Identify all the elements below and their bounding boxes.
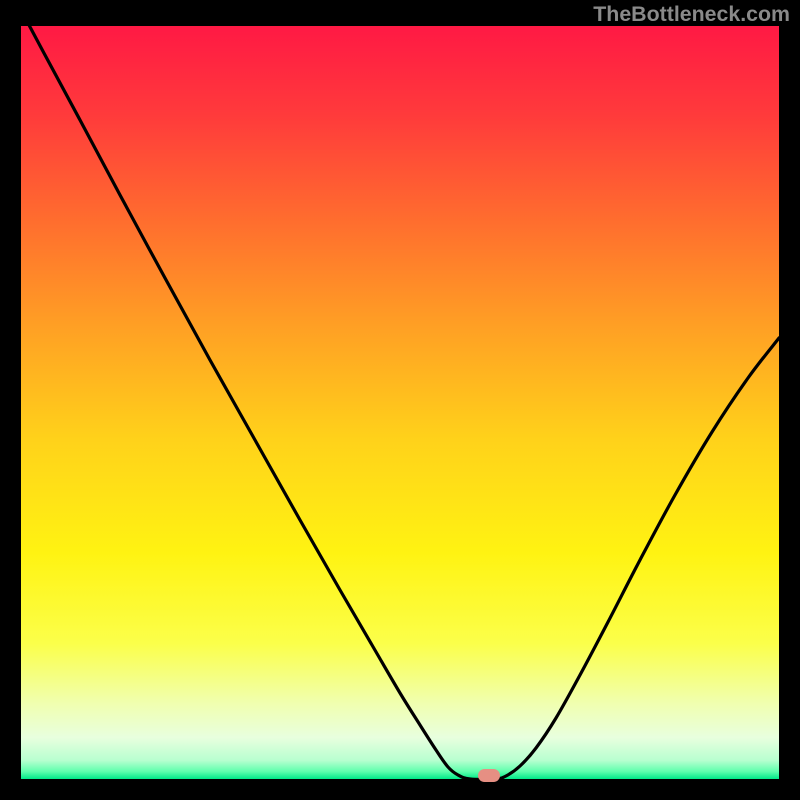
bottleneck-curve [21, 10, 779, 779]
curve-layer [0, 0, 800, 800]
optimum-marker [478, 769, 500, 782]
watermark: TheBottleneck.com [593, 2, 790, 27]
